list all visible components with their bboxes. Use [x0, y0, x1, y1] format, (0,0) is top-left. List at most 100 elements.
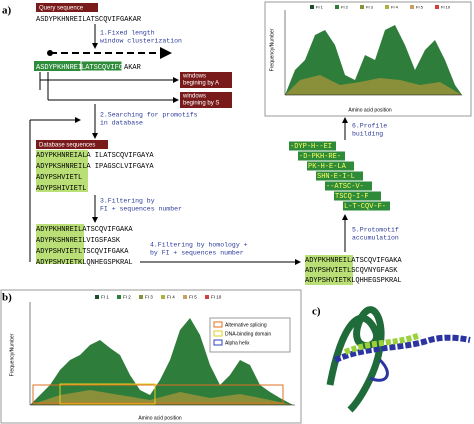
region: [32, 384, 284, 404]
legend-swatch: [213, 321, 223, 328]
profile-line: --ATSC-V-: [326, 183, 364, 191]
sequence: ADYPSHVIETKLQHHEGSPKRAL: [305, 277, 402, 285]
panel-c: c): [312, 306, 471, 413]
legend-swatch: [410, 5, 414, 9]
panel-label: a): [2, 5, 12, 17]
annotation: Alternative splicing: [225, 322, 267, 328]
step-text: 6.Profile: [352, 123, 387, 130]
legend-swatch: [213, 339, 223, 346]
axis-label: Frequency/Number: [269, 28, 275, 71]
sequence: LATSCQVIFG: [81, 64, 123, 72]
step-text: 3.Filtering by: [100, 198, 155, 205]
highlight: [36, 150, 88, 192]
profile-box: [298, 151, 345, 161]
area: [30, 318, 293, 405]
panel-b: b): [0, 289, 302, 424]
step-text: 1.Fixed length: [100, 30, 155, 37]
sequence: ADYPSHVIETKLQNHEGSPKRAL: [36, 259, 133, 267]
profile-line: TSCQ-I-F: [335, 193, 369, 201]
legend-swatch: [310, 5, 314, 9]
legend-label: FI 5: [416, 5, 424, 10]
ribbon: [326, 306, 385, 413]
legend-label: FI 1: [101, 295, 109, 300]
label: Query sequence: [39, 6, 84, 12]
sequence: ADYPKHNREILATSCQVIFGAKA: [36, 226, 133, 234]
label: begining by S: [183, 101, 219, 107]
panel-label: c): [312, 306, 321, 318]
legend-swatch: [435, 5, 439, 9]
sequence: ADYPKHNREIALA ILATSCQVIFGAYA: [36, 152, 154, 160]
step-text: window clusterization: [100, 38, 182, 45]
legend-swatch: [205, 295, 209, 299]
sequence: ADYPKHNREILATSCQVIFGAKA: [305, 257, 402, 265]
label: begining by A: [183, 81, 219, 87]
legend-swatch: [213, 330, 223, 337]
legend-label: FI 10: [441, 5, 451, 10]
legend-label: FI 2: [123, 295, 131, 300]
sequence: ADYPKSHNREILA IPAGSCLVIFGAYA: [36, 163, 154, 171]
step-text: FI + sequences number: [100, 206, 182, 213]
annotation: Alpha helix: [225, 340, 250, 346]
profile-line: SHN-E-I-L: [317, 173, 355, 181]
profile-box: [289, 141, 336, 151]
axis-label: Amino acid position: [348, 107, 392, 113]
area: [30, 390, 293, 405]
step-text: 5.Protomotif: [352, 227, 399, 234]
profile-box: [316, 171, 363, 181]
sequence: ADYPSHIVIETL: [36, 185, 86, 193]
legend-label: FI 3: [145, 295, 153, 300]
legend-box: [209, 317, 291, 353]
profile-line: -DYP-H--EI: [290, 143, 332, 151]
label: windows: [182, 74, 206, 80]
box: [36, 3, 98, 12]
panel-a: a) Query sequence ASDYPKHNREILATSCQVIFGA…: [2, 1, 472, 285]
step-text: 2.Searching for promotifs: [100, 112, 198, 119]
area: [285, 75, 462, 95]
dot: [47, 50, 53, 56]
label: Database sequences: [39, 143, 95, 149]
profile-box: [334, 191, 381, 201]
profile-line: -D-PKH-RE-: [299, 153, 341, 161]
label: windows: [182, 94, 206, 100]
annotation: DNA-binding domain: [225, 331, 271, 337]
sequence: ADYPSHVIETLTSCQVIFGAKA: [36, 248, 129, 256]
box: [180, 92, 232, 108]
highlight: [305, 255, 353, 285]
profile-line: PK-H-E-LA: [308, 163, 347, 171]
step-text: in database: [100, 120, 143, 127]
ribbon: [369, 358, 389, 382]
legend-label: FI 10: [211, 295, 222, 300]
sequence: ASDYPKHNREILATSCQVIFGAKAR: [36, 16, 142, 24]
ribbon: [333, 334, 471, 363]
legend-swatch: [385, 5, 389, 9]
legend-swatch: [117, 295, 121, 299]
sequence: ADYPKSHNREILVIGSFASK: [36, 237, 121, 245]
sequence: ADYPSHVIETL: [36, 174, 82, 182]
legend-swatch: [161, 295, 165, 299]
legend-label: FI 4: [167, 295, 175, 300]
profile-box: [343, 201, 390, 211]
highlight: [36, 224, 84, 264]
step-text: by FI + sequences number: [150, 250, 244, 257]
legend-label: FI 1: [316, 5, 324, 10]
sequence: ADYPSHVIETLSCQVNYGFASK: [305, 267, 398, 275]
step-text: accumulation: [352, 235, 399, 242]
sequence: ASDYPKHNREI: [36, 64, 82, 72]
box: [36, 140, 108, 149]
box: [34, 61, 81, 71]
legend-swatch: [183, 295, 187, 299]
box: [80, 60, 123, 72]
step-text: building: [352, 131, 383, 138]
legend-swatch: [139, 295, 143, 299]
legend-swatch: [360, 5, 364, 9]
legend-swatch: [95, 295, 99, 299]
profile-box: [325, 181, 372, 191]
legend-label: FI 4: [391, 5, 399, 10]
axis-label: Amino acid position: [138, 415, 182, 421]
legend-swatch: [335, 5, 339, 9]
profile-box: [307, 161, 354, 171]
legend-label: FI 3: [366, 5, 374, 10]
axis-label: Frequency/Number: [9, 333, 15, 376]
legend-label: FI 2: [341, 5, 349, 10]
